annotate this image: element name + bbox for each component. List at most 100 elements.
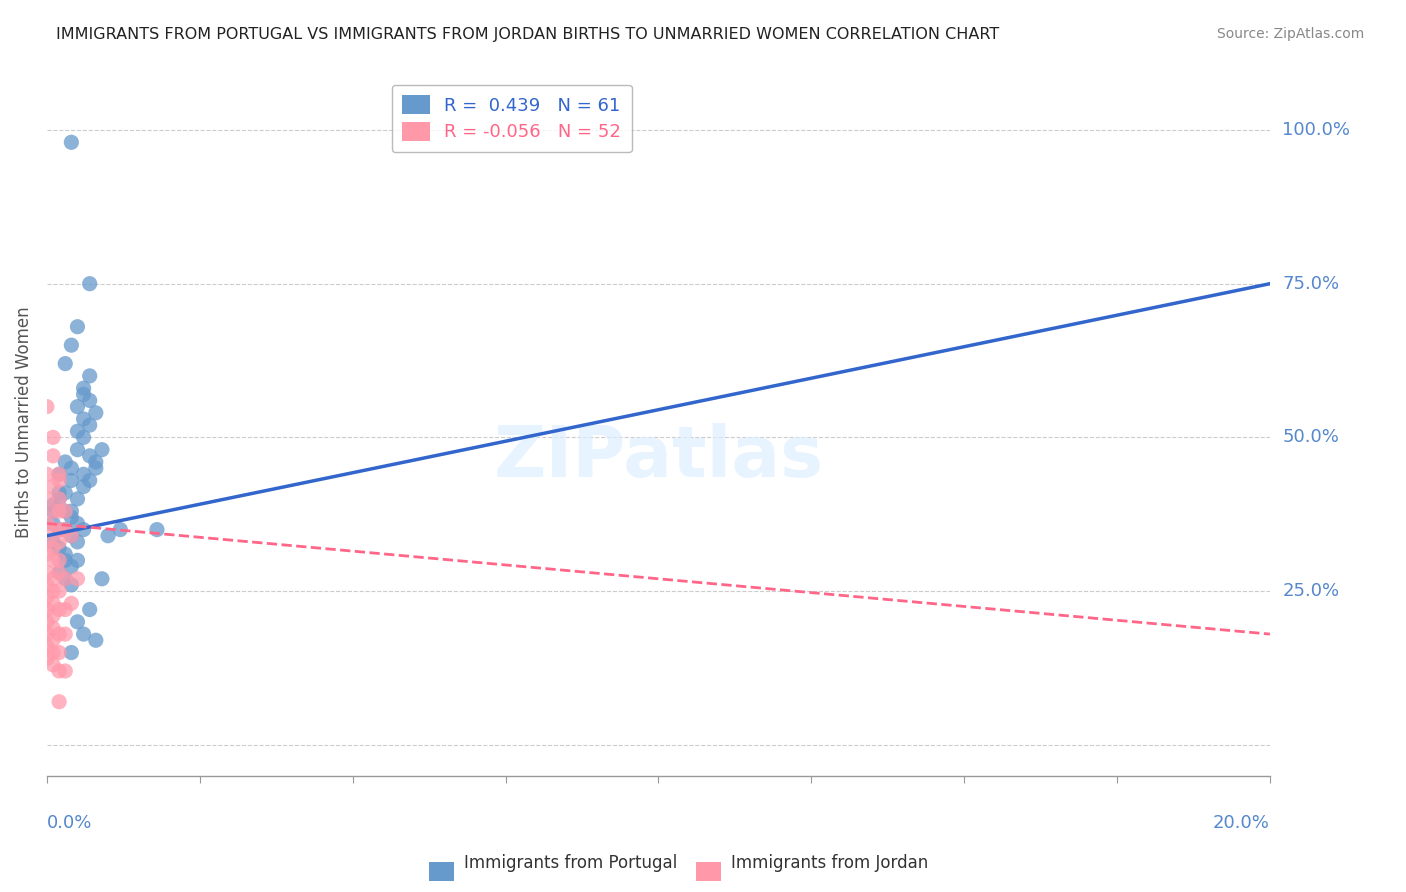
Point [48, 467, 70, 482]
Point [48, 584, 70, 599]
Text: 75.0%: 75.0% [1282, 275, 1340, 293]
Text: 20.0%: 20.0% [1213, 814, 1270, 832]
Point [60, 504, 83, 518]
Point [72, 430, 94, 444]
Point [66, 424, 89, 438]
Y-axis label: Births to Unmarried Women: Births to Unmarried Women [15, 306, 32, 538]
Point [48, 491, 70, 506]
Point [48, 535, 70, 549]
Point [53, 664, 76, 678]
Point [60, 474, 83, 488]
Point [60, 136, 83, 150]
Point [66, 516, 89, 531]
Point [42, 504, 65, 518]
Point [66, 491, 89, 506]
Text: 100.0%: 100.0% [1282, 121, 1350, 139]
Point [84, 406, 107, 420]
Point [35, 467, 58, 482]
Point [60, 596, 83, 610]
Point [84, 633, 107, 648]
Point [35, 591, 58, 605]
Point [53, 485, 76, 500]
Point [66, 319, 89, 334]
Point [66, 535, 89, 549]
Text: 50.0%: 50.0% [1282, 428, 1339, 446]
Text: ZIPatlas: ZIPatlas [494, 423, 824, 491]
Point [35, 516, 58, 531]
Point [146, 523, 169, 537]
Point [48, 646, 70, 660]
Point [35, 578, 58, 592]
Text: IMMIGRANTS FROM PORTUGAL VS IMMIGRANTS FROM JORDAN BIRTHS TO UNMARRIED WOMEN COR: IMMIGRANTS FROM PORTUGAL VS IMMIGRANTS F… [56, 27, 1000, 42]
Point [48, 474, 70, 488]
Point [53, 504, 76, 518]
Legend: R =  0.439   N = 61, R = -0.056   N = 52: R = 0.439 N = 61, R = -0.056 N = 52 [392, 85, 631, 153]
Point [66, 615, 89, 629]
Point [48, 627, 70, 641]
Point [53, 357, 76, 371]
Point [79, 602, 101, 616]
Point [42, 608, 65, 623]
Point [48, 602, 70, 616]
Point [48, 664, 70, 678]
Point [42, 504, 65, 518]
Point [53, 523, 76, 537]
Point [42, 646, 65, 660]
Text: Immigrants from Portugal: Immigrants from Portugal [464, 855, 678, 872]
Text: 25.0%: 25.0% [1282, 582, 1340, 600]
Point [79, 277, 101, 291]
Point [42, 449, 65, 463]
Point [35, 651, 58, 665]
Point [79, 449, 101, 463]
Point [60, 559, 83, 574]
Point [35, 615, 58, 629]
Point [48, 541, 70, 555]
Point [72, 387, 94, 401]
Point [60, 646, 83, 660]
Text: 0.0%: 0.0% [46, 814, 93, 832]
Point [72, 523, 94, 537]
Point [35, 400, 58, 414]
Point [48, 504, 70, 518]
Point [53, 553, 76, 567]
Point [53, 572, 76, 586]
Point [72, 627, 94, 641]
Point [60, 510, 83, 524]
Point [42, 553, 65, 567]
Point [53, 572, 76, 586]
Point [66, 572, 89, 586]
Point [60, 461, 83, 475]
Point [60, 338, 83, 352]
Point [48, 566, 70, 580]
Point [35, 491, 58, 506]
Point [72, 479, 94, 493]
Point [48, 523, 70, 537]
Point [42, 584, 65, 599]
Point [79, 368, 101, 383]
Point [53, 547, 76, 561]
Point [48, 695, 70, 709]
Point [79, 474, 101, 488]
Point [72, 381, 94, 395]
Point [42, 516, 65, 531]
Point [60, 529, 83, 543]
Point [79, 418, 101, 433]
Point [42, 541, 65, 555]
Text: Immigrants from Jordan: Immigrants from Jordan [731, 855, 928, 872]
Point [42, 535, 65, 549]
Point [42, 430, 65, 444]
Point [66, 553, 89, 567]
Point [35, 627, 58, 641]
Point [84, 455, 107, 469]
Point [48, 566, 70, 580]
Point [42, 657, 65, 672]
Point [42, 621, 65, 635]
Point [66, 400, 89, 414]
Point [60, 529, 83, 543]
Point [48, 491, 70, 506]
Point [79, 393, 101, 408]
Point [48, 523, 70, 537]
Point [53, 455, 76, 469]
Point [35, 535, 58, 549]
Point [53, 627, 76, 641]
